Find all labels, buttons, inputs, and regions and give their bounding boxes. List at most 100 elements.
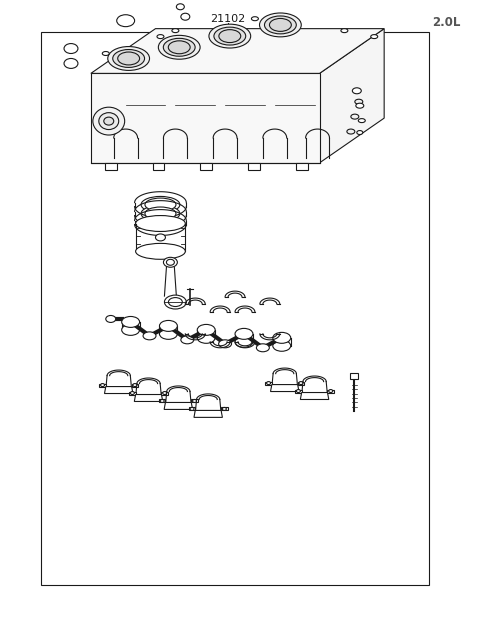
Ellipse shape [64, 44, 78, 53]
Polygon shape [161, 391, 168, 394]
Ellipse shape [141, 205, 180, 222]
Ellipse shape [190, 407, 194, 411]
Ellipse shape [356, 103, 364, 108]
Ellipse shape [141, 215, 180, 231]
Polygon shape [105, 386, 133, 394]
Ellipse shape [197, 325, 215, 335]
Polygon shape [91, 73, 320, 163]
Ellipse shape [347, 129, 355, 134]
Polygon shape [320, 29, 384, 163]
Polygon shape [295, 389, 301, 392]
Ellipse shape [218, 340, 231, 348]
Ellipse shape [108, 47, 150, 70]
Ellipse shape [197, 332, 215, 343]
Ellipse shape [159, 320, 178, 332]
Ellipse shape [136, 243, 185, 259]
Ellipse shape [168, 297, 182, 307]
Ellipse shape [269, 19, 291, 31]
Ellipse shape [209, 24, 251, 48]
Polygon shape [189, 407, 195, 411]
Polygon shape [300, 392, 329, 399]
Ellipse shape [358, 119, 365, 123]
Polygon shape [327, 389, 334, 392]
Polygon shape [129, 391, 136, 394]
Ellipse shape [104, 117, 114, 125]
Ellipse shape [357, 131, 363, 134]
Polygon shape [194, 411, 222, 417]
Ellipse shape [172, 29, 179, 32]
Ellipse shape [299, 381, 303, 384]
Ellipse shape [260, 13, 301, 37]
Text: 21102: 21102 [210, 14, 246, 24]
Ellipse shape [158, 35, 200, 59]
Ellipse shape [235, 337, 253, 347]
Ellipse shape [122, 317, 140, 327]
Ellipse shape [273, 340, 291, 351]
Polygon shape [153, 163, 165, 170]
Polygon shape [296, 163, 308, 170]
Ellipse shape [352, 88, 361, 94]
Ellipse shape [141, 197, 180, 213]
Ellipse shape [160, 399, 164, 402]
Polygon shape [105, 163, 117, 170]
Ellipse shape [273, 332, 291, 343]
Ellipse shape [219, 30, 241, 42]
Ellipse shape [106, 315, 116, 322]
Ellipse shape [93, 107, 125, 135]
Ellipse shape [143, 332, 156, 340]
Ellipse shape [252, 17, 258, 21]
Ellipse shape [371, 35, 378, 39]
Ellipse shape [163, 391, 167, 394]
Ellipse shape [329, 389, 333, 392]
Ellipse shape [113, 50, 144, 67]
Ellipse shape [101, 384, 105, 386]
Ellipse shape [118, 52, 140, 65]
Polygon shape [164, 402, 192, 409]
Polygon shape [132, 384, 138, 386]
Ellipse shape [122, 325, 140, 335]
Ellipse shape [192, 399, 196, 402]
Polygon shape [298, 381, 304, 384]
Polygon shape [265, 381, 272, 384]
Ellipse shape [341, 29, 348, 32]
Polygon shape [159, 399, 166, 402]
Ellipse shape [256, 344, 269, 352]
Polygon shape [200, 163, 212, 170]
Ellipse shape [181, 336, 194, 344]
Polygon shape [350, 373, 358, 379]
Ellipse shape [165, 295, 186, 309]
Ellipse shape [266, 381, 271, 384]
Ellipse shape [355, 100, 363, 104]
Ellipse shape [214, 27, 246, 45]
Ellipse shape [176, 4, 184, 10]
Text: 2.0L: 2.0L [432, 16, 461, 29]
Ellipse shape [297, 389, 300, 392]
Polygon shape [192, 399, 198, 402]
Polygon shape [221, 407, 228, 411]
Ellipse shape [157, 35, 164, 39]
Polygon shape [134, 394, 163, 401]
Bar [41, 32, 429, 585]
Ellipse shape [145, 198, 176, 211]
Ellipse shape [167, 259, 174, 265]
Ellipse shape [159, 328, 178, 340]
Ellipse shape [156, 234, 166, 241]
Ellipse shape [136, 216, 185, 231]
Ellipse shape [181, 13, 190, 20]
Ellipse shape [145, 216, 176, 229]
Ellipse shape [145, 207, 176, 220]
Ellipse shape [163, 39, 195, 56]
Ellipse shape [64, 58, 78, 68]
Polygon shape [271, 384, 299, 391]
Ellipse shape [99, 113, 119, 129]
Ellipse shape [235, 328, 253, 340]
Ellipse shape [117, 15, 134, 27]
Ellipse shape [164, 258, 178, 267]
Ellipse shape [131, 391, 134, 394]
Ellipse shape [264, 16, 296, 34]
Ellipse shape [222, 407, 227, 411]
Ellipse shape [351, 114, 359, 119]
Ellipse shape [102, 52, 109, 55]
Ellipse shape [168, 41, 190, 53]
Polygon shape [99, 384, 106, 386]
